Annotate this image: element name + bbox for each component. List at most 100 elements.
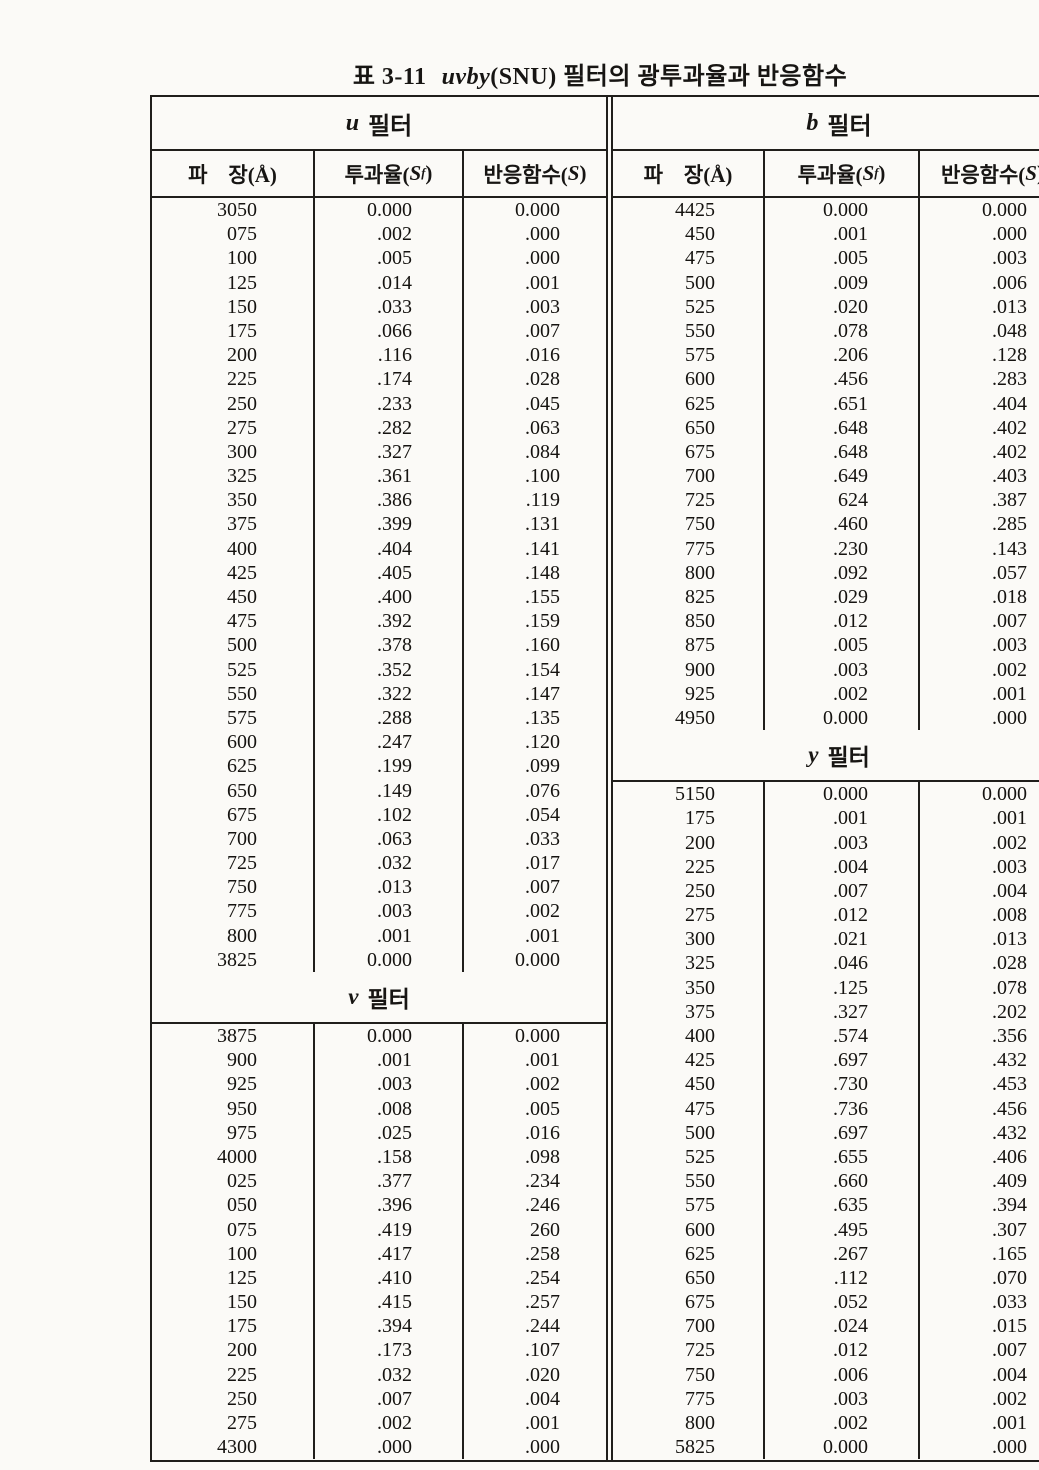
response-cell: .013 (992, 928, 1027, 951)
wavelength-cell: 600 (613, 367, 765, 392)
transmittance-cell: .046 (765, 951, 920, 976)
wavelength-cell: 5825 (613, 1435, 765, 1460)
response-cell: .165 (992, 1242, 1027, 1265)
filter-letter-y: y (808, 742, 819, 768)
table-row: 800.092 .057 (613, 560, 1039, 585)
table-row: 525.655 .406 (613, 1144, 1039, 1170)
table-row: 725.032 .017 (152, 851, 606, 876)
response-cell: .404 (992, 392, 1027, 415)
wavelength-cell: 525 (613, 1144, 765, 1170)
transmittance-cell: .404 (315, 536, 464, 561)
wavelength-cell: 850 (613, 609, 765, 634)
response-cell: .076 (525, 779, 560, 802)
table-row: 600.456 .283 (613, 367, 1039, 392)
response-cell: .063 (525, 416, 560, 439)
wavelength-cell: 400 (613, 1024, 765, 1049)
response-cell: .054 (525, 803, 560, 826)
response-cell: .387 (992, 489, 1027, 512)
table-row: 900.001.001 (152, 1048, 606, 1073)
transmittance-cell: .361 (315, 464, 464, 489)
wavelength-cell: 450 (613, 1072, 765, 1097)
table-row: 525.352 .154 (152, 657, 606, 682)
wavelength-cell: 150 (152, 1290, 315, 1315)
b-filter-rows: 4425 0.000 0.000 450.001.000 475.005.003 500.… (613, 198, 1039, 731)
table-row: 4000.158 .098 (152, 1144, 606, 1170)
transmittance-cell: .003 (765, 830, 920, 855)
response-cell: .005 (525, 1097, 560, 1120)
table-row: 625.651 .404 (613, 391, 1039, 416)
wavelength-cell: 225 (152, 367, 315, 392)
table-row: 025.377 .234 (152, 1169, 606, 1194)
transmittance-cell: .025 (315, 1120, 464, 1145)
table-row: 675.052 .033 (613, 1290, 1039, 1315)
table-row: 100.005 .000 (152, 246, 606, 271)
wavelength-cell: 050 (152, 1193, 315, 1218)
wavelength-cell: 950 (152, 1096, 315, 1121)
table-row: 500.009 .006 (613, 270, 1039, 295)
wavelength-cell: 800 (613, 560, 765, 585)
double-rule-divider (606, 97, 613, 1460)
response-cell: .258 (525, 1242, 560, 1265)
transmittance-cell: .102 (315, 802, 464, 827)
transmittance-cell: .730 (765, 1072, 920, 1097)
title-uvby-italic: uvby (441, 64, 491, 90)
table-row: 550.322 .147 (152, 681, 606, 706)
wavelength-cell: 675 (613, 439, 765, 465)
table-row: 875.005 .003 (613, 633, 1039, 658)
symbol-s: S (1025, 161, 1037, 185)
response-cell: .283 (992, 368, 1027, 391)
table-row: 775.003 .002 (613, 1386, 1039, 1411)
table-row: 250.007 .004 (152, 1386, 606, 1411)
response-cell: .018 (992, 586, 1027, 608)
header-text: ) (579, 161, 587, 185)
wavelength-cell: 3875 (152, 1024, 315, 1049)
wavelength-cell: 4950 (613, 705, 765, 731)
wavelength-cell: 900 (613, 657, 765, 682)
transmittance-cell: .078 (765, 318, 920, 344)
table-row: 975.025 .016 (152, 1120, 606, 1145)
transmittance-cell: .697 (765, 1120, 920, 1145)
response-cell: .000 (992, 223, 1027, 246)
transmittance-cell: .288 (315, 705, 464, 731)
wavelength-cell: 075 (152, 1217, 315, 1242)
table-row: 150.415 .257 (152, 1290, 606, 1315)
response-cell: .002 (525, 1073, 560, 1096)
transmittance-cell: .032 (315, 1362, 464, 1387)
transmittance-cell: 0.000 (765, 782, 920, 807)
wavelength-cell: 4425 (613, 198, 765, 223)
header-text: ) (425, 161, 433, 185)
response-cell: .402 (992, 416, 1027, 439)
table-row: 600.247 .120 (152, 730, 606, 755)
wavelength-cell: 400 (152, 536, 315, 561)
transmittance-cell: .419 (315, 1217, 464, 1242)
transmittance-cell: .648 (765, 439, 920, 465)
wavelength-cell: 775 (613, 1386, 765, 1411)
table-row: 200.003 .002 (613, 830, 1039, 855)
transmittance-cell: .736 (765, 1096, 920, 1121)
transmittance-cell: .206 (765, 343, 920, 368)
transmittance-cell: 0.000 (765, 1435, 920, 1460)
transmittance-cell: .386 (315, 488, 464, 513)
table-row: 3825 0.000 0.000 (152, 947, 606, 972)
transmittance-cell: .005 (315, 246, 464, 271)
response-cell: .356 (992, 1025, 1027, 1047)
wavelength-cell: 975 (152, 1120, 315, 1145)
response-cell: 0.000 (515, 199, 560, 221)
wavelength-cell: 900 (152, 1048, 315, 1073)
response-cell: .033 (525, 827, 560, 850)
transmittance-cell: .233 (315, 391, 464, 416)
response-cell: .119 (525, 489, 560, 512)
transmittance-cell: .002 (315, 1411, 464, 1436)
response-cell: .000 (525, 247, 560, 270)
header-text: 파 장(Å) (643, 162, 733, 187)
wavelength-cell: 675 (152, 802, 315, 827)
header-text: ) (878, 161, 886, 185)
response-cell: .131 (525, 513, 560, 536)
transmittance-cell: .282 (315, 415, 464, 440)
transmittance-cell: .377 (315, 1169, 464, 1194)
transmittance-cell: .495 (765, 1217, 920, 1242)
wavelength-cell: 075 (152, 222, 315, 247)
table-row: 450.730 .453 (613, 1072, 1039, 1097)
table-row: 3050 0.000 0.000 (152, 198, 606, 223)
table-row: 475.005 .003 (613, 246, 1039, 271)
